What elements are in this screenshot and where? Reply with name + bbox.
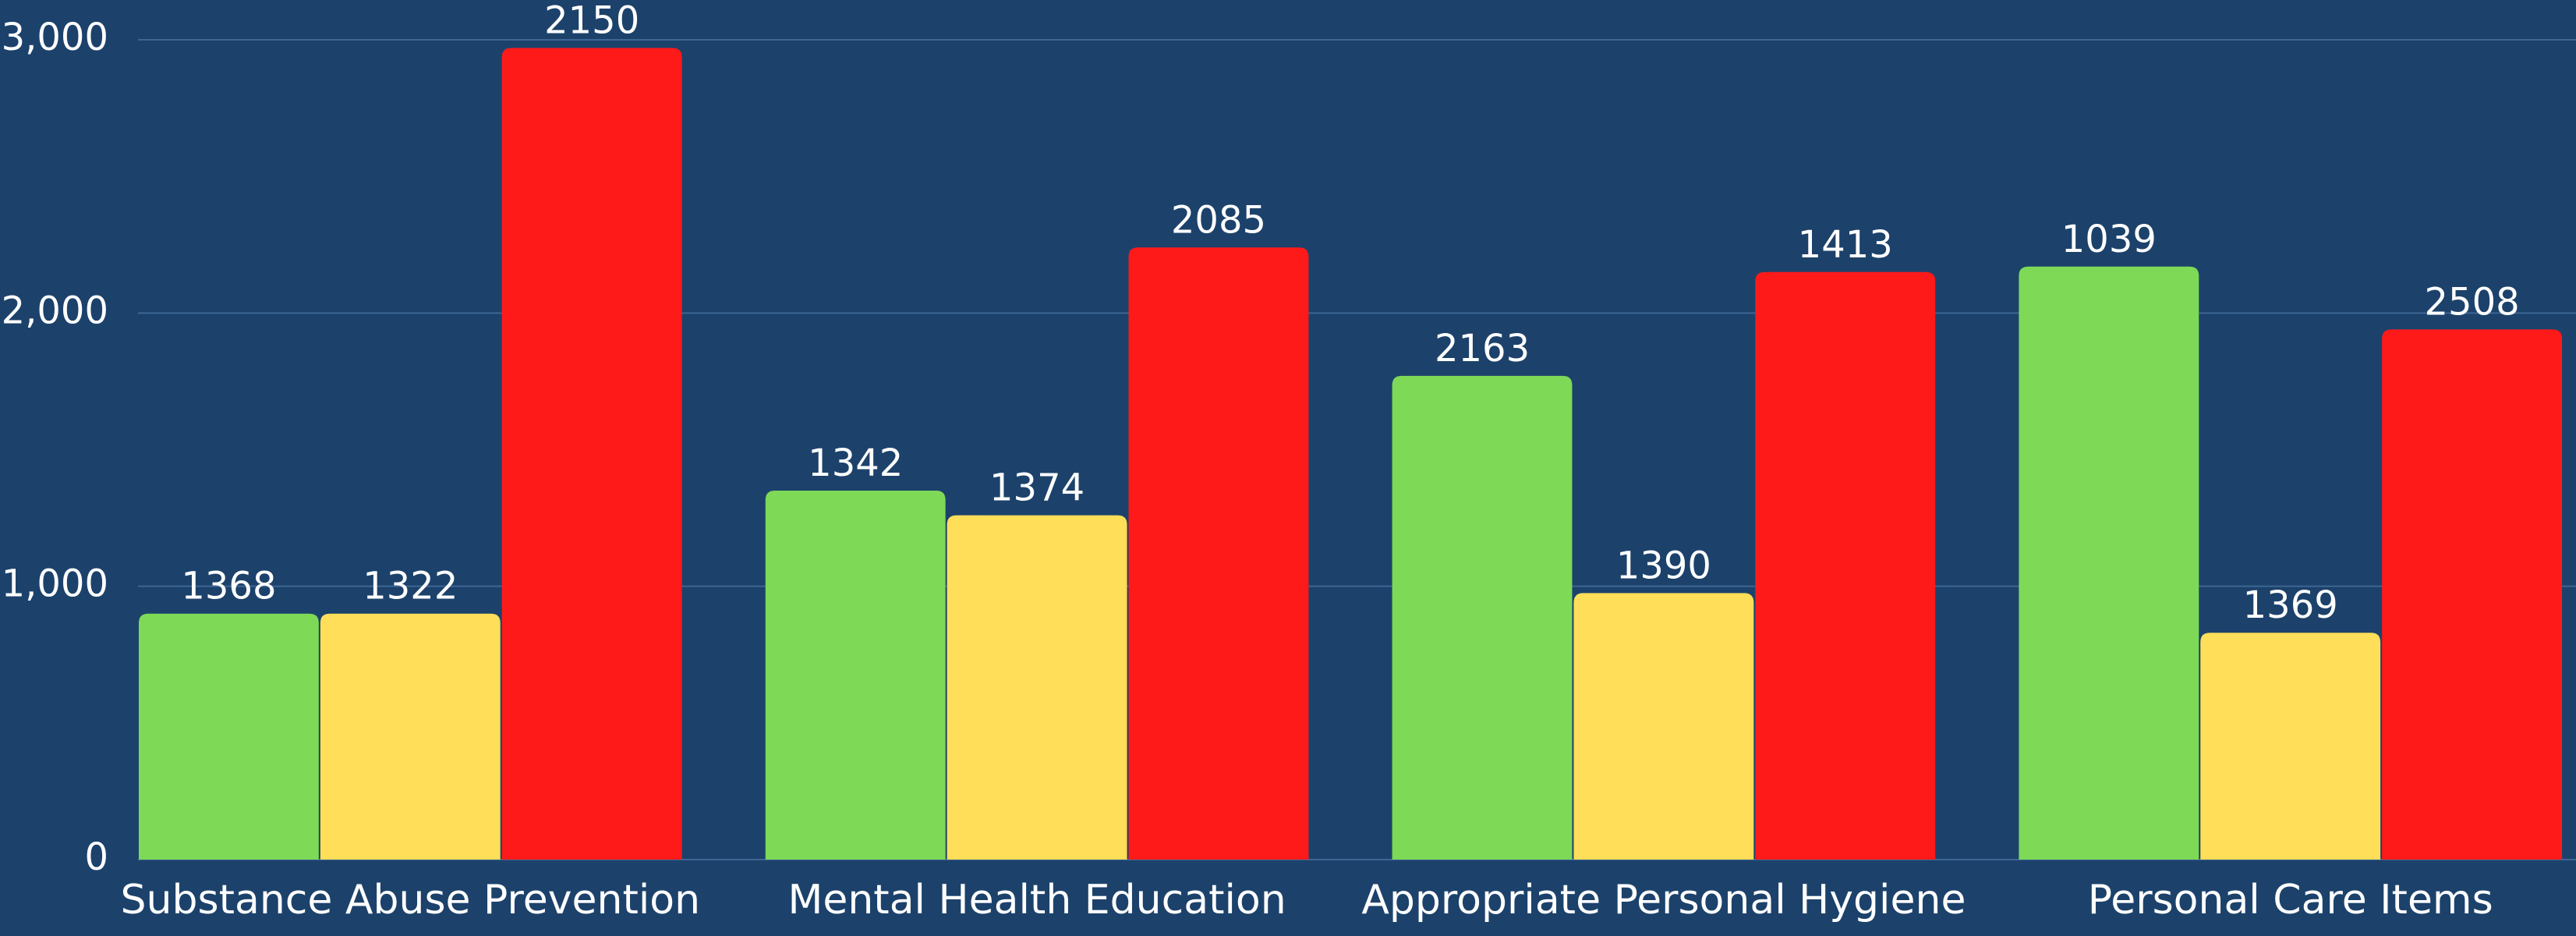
- data-label: 1368: [181, 565, 276, 608]
- data-label: 1369: [2243, 583, 2338, 627]
- y-tick-label: 0: [84, 835, 108, 879]
- bar: [1573, 593, 1754, 860]
- y-tick-label: 2,000: [2, 289, 108, 332]
- bar: [501, 48, 682, 860]
- data-label: 1322: [363, 565, 458, 608]
- x-tick-label: Substance Abuse Prevention: [121, 877, 701, 924]
- x-tick-label: Appropriate Personal Hygiene: [1361, 877, 1966, 924]
- x-tick-label: Mental Health Education: [787, 877, 1286, 924]
- x-tick-label: Personal Care Items: [2088, 877, 2493, 924]
- bar: [1128, 247, 1309, 860]
- data-label: 1039: [2061, 218, 2157, 261]
- data-label: 1374: [989, 466, 1085, 510]
- data-label: 1342: [808, 441, 903, 485]
- bar: [139, 613, 319, 860]
- y-tick-label: 3,000: [2, 16, 108, 59]
- data-label: 1390: [1616, 544, 1711, 587]
- bar: [1392, 375, 1573, 860]
- bar: [2382, 329, 2562, 860]
- bar: [1755, 271, 1936, 860]
- data-label: 2163: [1435, 327, 1530, 370]
- data-label: 2085: [1171, 198, 1266, 242]
- bar: [2200, 633, 2381, 860]
- bar: [765, 491, 946, 860]
- data-label: 1413: [1798, 223, 1893, 267]
- bar: [2019, 266, 2199, 860]
- y-tick-label: 1,000: [2, 562, 108, 606]
- bar: [947, 515, 1127, 860]
- data-label: 2150: [544, 0, 639, 43]
- data-label: 2508: [2424, 280, 2519, 324]
- bar: [320, 613, 501, 860]
